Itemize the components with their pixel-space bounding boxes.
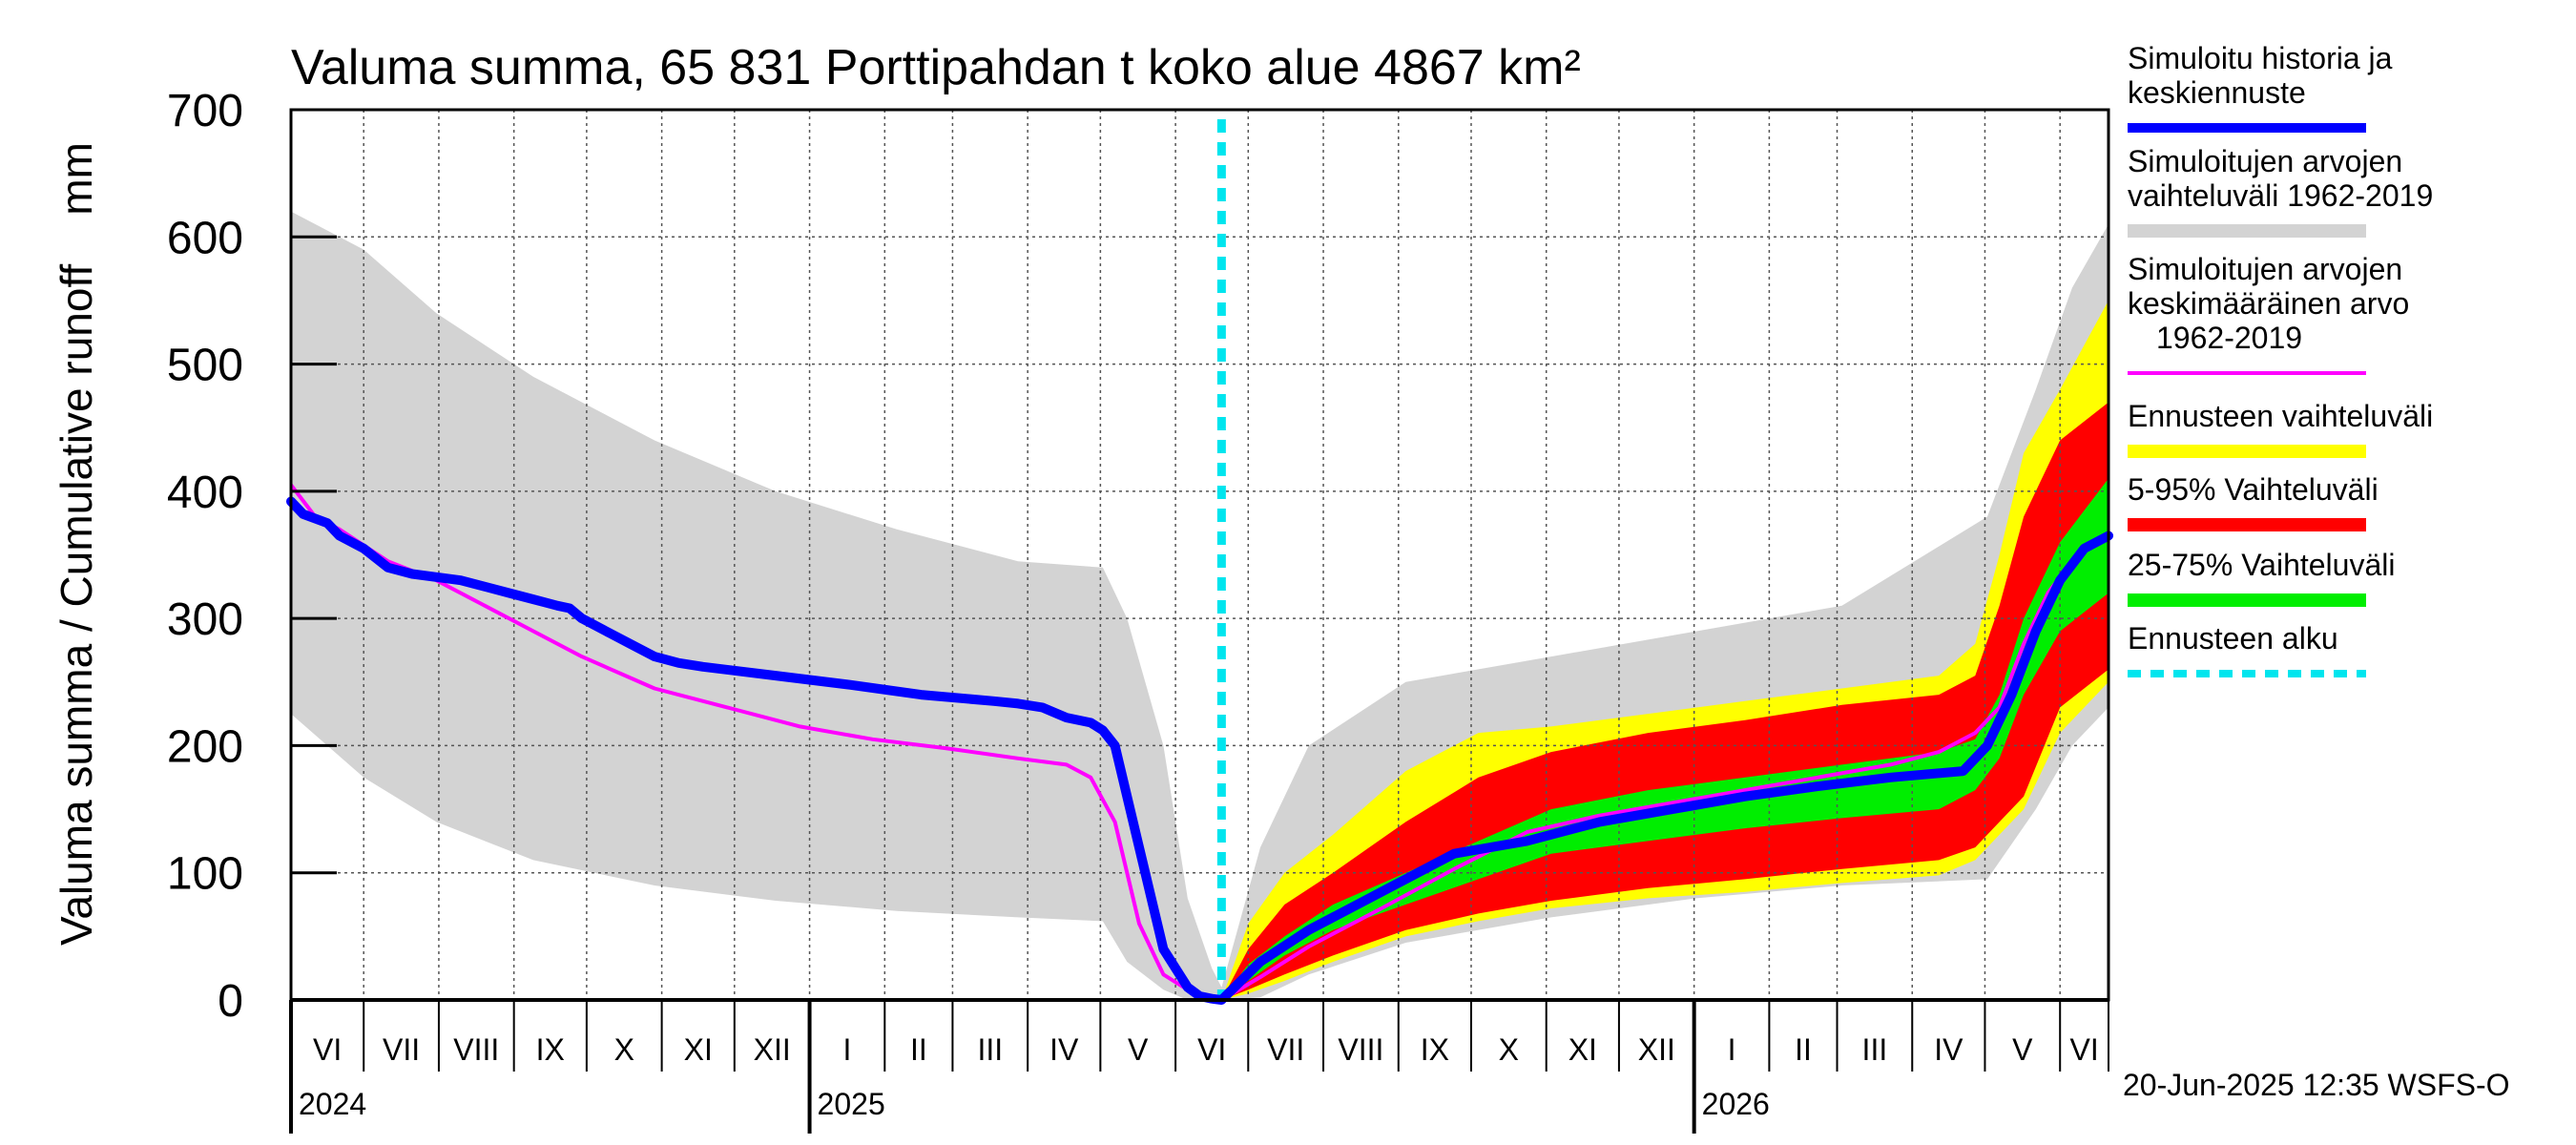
legend-label: Ennusteen alku [2128, 621, 2338, 656]
x-year-label: 2024 [299, 1087, 366, 1121]
x-month-label: V [2012, 1032, 2033, 1067]
x-month-label: V [1128, 1032, 1149, 1067]
chart-title: Valuma summa, 65 831 Porttipahdan t koko… [291, 40, 1581, 95]
line-layer [286, 119, 2113, 1005]
y-tick-label: 200 [167, 721, 243, 772]
legend-item: Simuloitu historia ja keskiennuste [2128, 41, 2393, 133]
x-month-label: I [842, 1032, 851, 1067]
legend-item: Simuloitujen arvojen vaihteluväli 1962-20… [2128, 144, 2433, 238]
x-month-label: XII [754, 1032, 791, 1067]
y-tick-label: 400 [167, 468, 243, 518]
x-month-label: III [1862, 1032, 1888, 1067]
band-layer [291, 211, 2109, 1001]
x-month-label: XI [684, 1032, 713, 1067]
x-month-label: XI [1568, 1032, 1597, 1067]
y-axis-label: Valuma summa / Cumulative runoff mm [52, 142, 101, 946]
legend-label: Simuloitu historia ja keskiennuste [2128, 41, 2393, 110]
x-month-label: IV [1934, 1032, 1963, 1067]
legend-item: Ennusteen alku [2128, 621, 2366, 677]
x-year-label: 2026 [1702, 1087, 1770, 1121]
legend: Simuloitu historia ja keskiennuste Simuloi… [2128, 41, 2433, 677]
legend-label: Simuloitujen arvojen keskimääräinen arvo 1… [2128, 252, 2409, 355]
y-tick-label: 100 [167, 849, 243, 900]
y-tick-label: 0 [218, 976, 243, 1027]
x-month-label: X [614, 1032, 634, 1067]
legend-label: Ennusteen vaihteluväli [2128, 399, 2433, 433]
legend-item: Simuloitujen arvojen keskimääräinen arvo 1… [2128, 252, 2409, 375]
history-forecast-line [286, 496, 2113, 1005]
x-year-label: 2025 [818, 1087, 885, 1121]
x-month-label: VI [313, 1032, 342, 1067]
legend-label: Simuloitujen arvojen vaihteluväli 1962-20… [2128, 144, 2433, 213]
y-tick-label: 500 [167, 341, 243, 391]
footer-timestamp: 20-Jun-2025 12:35 WSFS-O [2123, 1068, 2510, 1102]
legend-item: 25-75% Vaihteluväli [2128, 548, 2395, 607]
x-month-label: VI [1197, 1032, 1226, 1067]
legend-label: 25-75% Vaihteluväli [2128, 548, 2395, 582]
legend-item: Ennusteen vaihteluväli [2128, 399, 2433, 458]
x-month-label: VIII [453, 1032, 499, 1067]
y-tick-label: 600 [167, 213, 243, 263]
x-month-label: VIII [1338, 1032, 1383, 1067]
x-month-label: VII [383, 1032, 420, 1067]
x-month-label: VII [1267, 1032, 1304, 1067]
x-month-label: I [1728, 1032, 1736, 1067]
legend-label: 5-95% Vaihteluväli [2128, 472, 2379, 507]
x-month-label: II [910, 1032, 927, 1067]
y-tick-label: 700 [167, 86, 243, 136]
x-month-label: IX [536, 1032, 565, 1067]
x-month-label: II [1795, 1032, 1812, 1067]
forecast-5-95-band [1221, 402, 2109, 1001]
x-month-label: III [977, 1032, 1003, 1067]
legend-item: 5-95% Vaihteluväli [2128, 472, 2379, 531]
forecast-25-75-band [1221, 478, 2109, 1000]
y-tick-label: 300 [167, 594, 243, 645]
x-month-label: IV [1049, 1032, 1079, 1067]
x-month-label: X [1499, 1032, 1519, 1067]
x-month-label: IX [1421, 1032, 1449, 1067]
x-month-label: XII [1638, 1032, 1675, 1067]
x-month-label: VI [2069, 1032, 2098, 1067]
